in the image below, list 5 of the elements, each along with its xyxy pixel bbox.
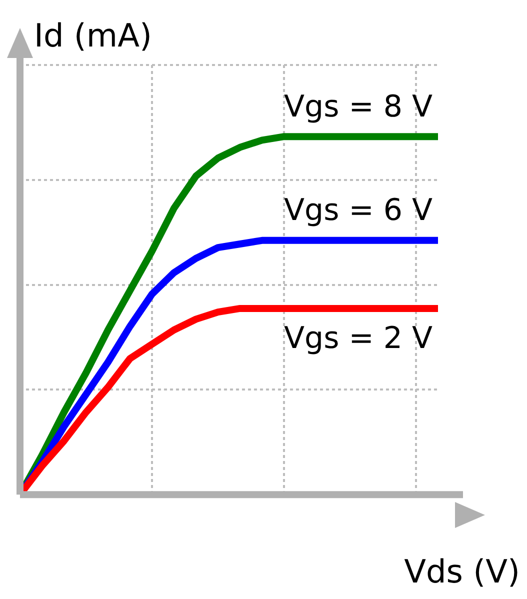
y-axis-title: Id (mA) [34, 16, 152, 54]
series-label: Vgs = 6 V [284, 193, 434, 228]
x-axis-title: Vds (V) [404, 552, 520, 590]
series-label: Vgs = 2 V [284, 321, 434, 356]
series-label: Vgs = 8 V [284, 89, 434, 124]
